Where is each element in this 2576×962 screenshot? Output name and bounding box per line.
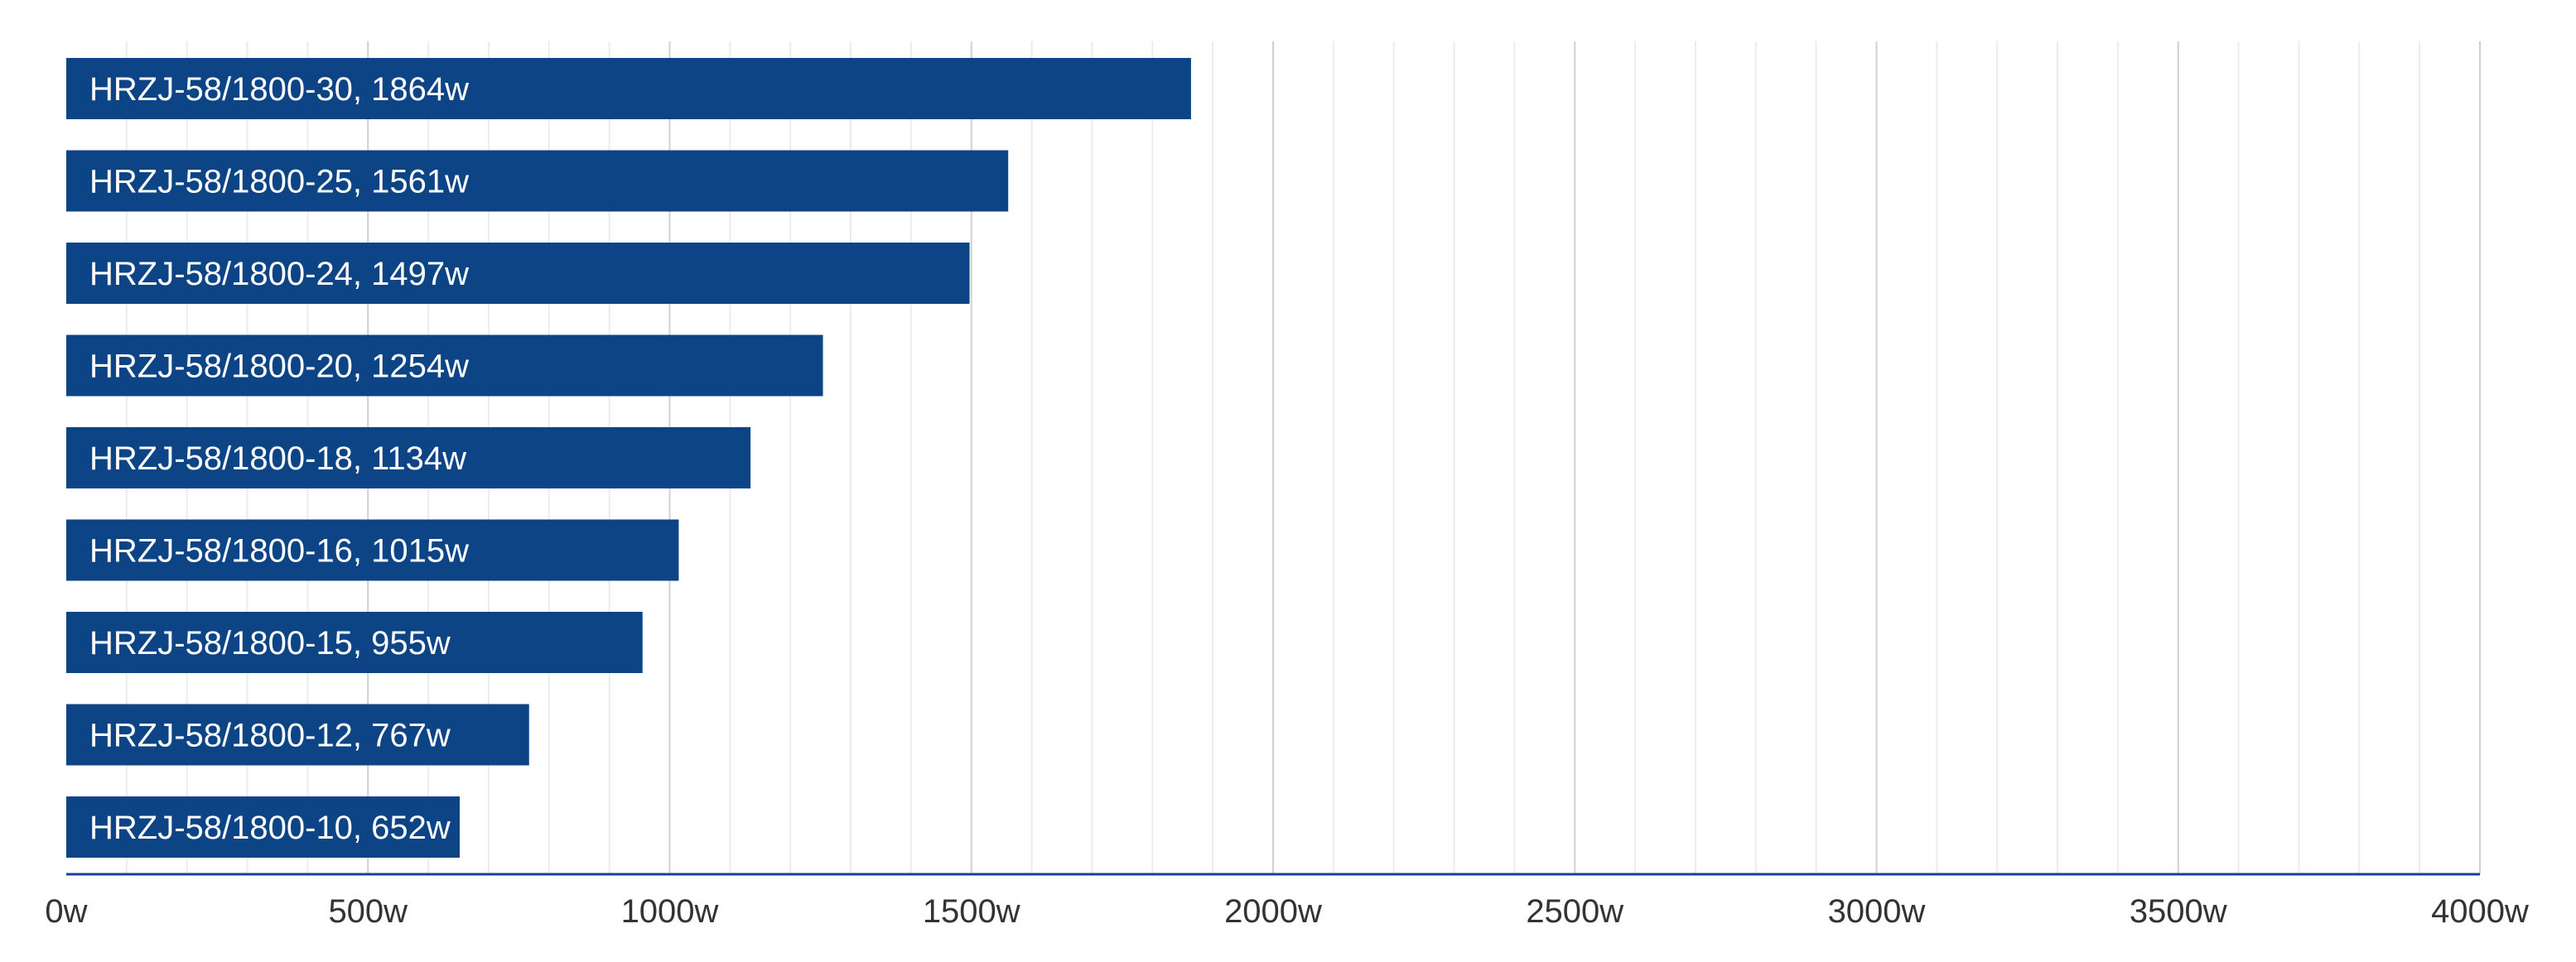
bar-label: HRZJ-58/1800-30, 1864w: [89, 71, 469, 108]
bar-label: HRZJ-58/1800-10, 652w: [89, 810, 451, 846]
bar: [66, 612, 643, 673]
bar: [66, 519, 679, 581]
x-tick-label: 1000w: [621, 893, 719, 930]
bars: HRZJ-58/1800-30, 1864w HRZJ-58/1800-25, 1…: [66, 58, 1191, 858]
bar-label: HRZJ-58/1800-24, 1497w: [89, 256, 469, 292]
x-tick-label: 1500w: [923, 893, 1020, 930]
bar-label: HRZJ-58/1800-18, 1134w: [89, 440, 466, 477]
x-axis: 0w 500w 1000w 1500w 2000w 2500w 3000w 3500w 4000…: [45, 873, 2529, 930]
bar-label: HRZJ-58/1800-12, 767w: [89, 718, 451, 754]
bar: [66, 704, 529, 766]
x-tick-label: 4000w: [2431, 893, 2529, 930]
x-tick-label: 0w: [45, 893, 87, 930]
bar-label: HRZJ-58/1800-20, 1254w: [89, 349, 469, 385]
x-tick-label: 3000w: [1828, 893, 1926, 930]
bar: [66, 796, 460, 858]
bar-label: HRZJ-58/1800-16, 1015w: [89, 533, 469, 570]
x-tick-label: 3500w: [2130, 893, 2227, 930]
bar: [66, 58, 1191, 119]
bar: [66, 150, 1009, 212]
x-tick-label: 500w: [328, 893, 408, 930]
bar: [66, 427, 751, 488]
bar: [66, 243, 970, 304]
bar: [66, 334, 823, 397]
bar-label: HRZJ-58/1800-15, 955w: [89, 625, 451, 661]
x-tick-label: 2000w: [1224, 893, 1322, 930]
x-tick-label: 2500w: [1526, 893, 1623, 930]
bar-label: HRZJ-58/1800-25, 1561w: [89, 164, 469, 200]
